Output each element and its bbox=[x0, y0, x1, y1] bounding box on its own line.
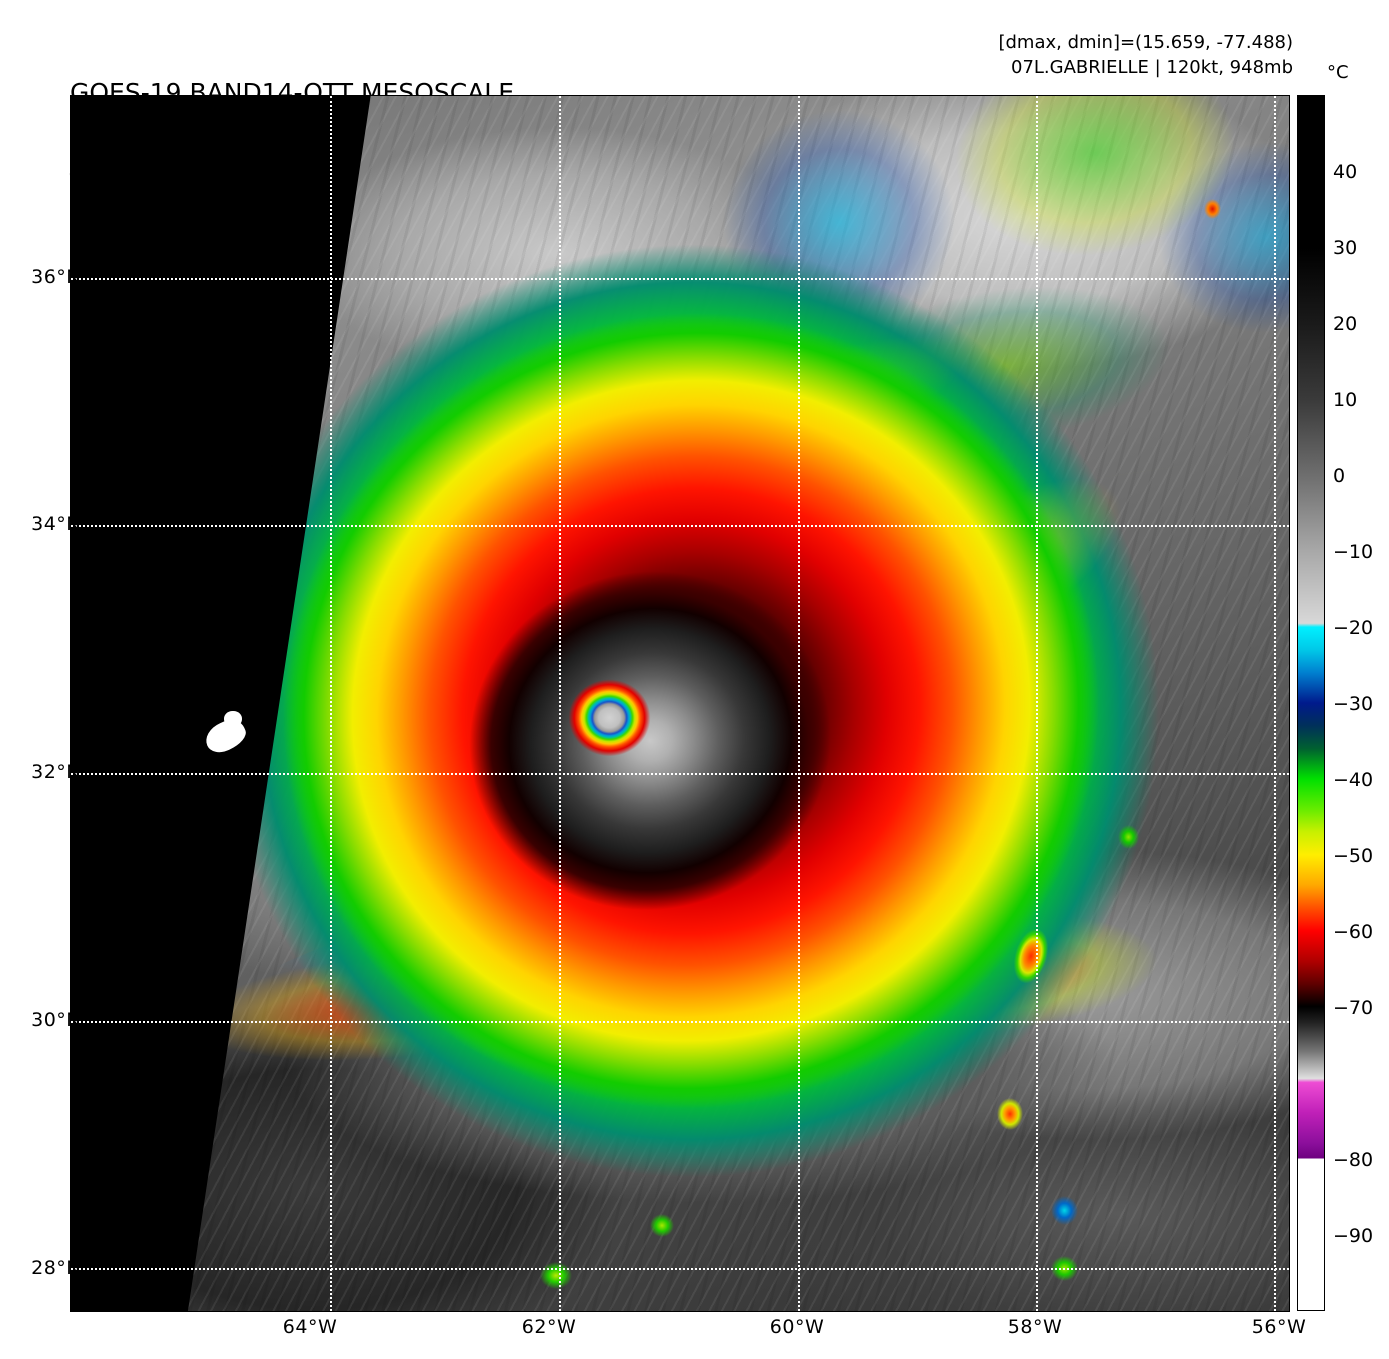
cbar-tick-neg30: −30 bbox=[1333, 693, 1374, 715]
gridline-lat-30n bbox=[71, 1020, 1289, 1023]
cbar-tick-10: 10 bbox=[1333, 389, 1358, 411]
convective-cell bbox=[1118, 825, 1140, 850]
gridline-lon-56w bbox=[1274, 96, 1277, 1311]
cbar-tick-neg20: −20 bbox=[1333, 617, 1374, 639]
cbar-tick-0: 0 bbox=[1333, 465, 1346, 487]
cbar-tick-20: 20 bbox=[1333, 313, 1358, 335]
hurricane-structure bbox=[186, 96, 1289, 1311]
lat-tick-30n: 30°N bbox=[31, 1009, 81, 1031]
data-range-label: [dmax, dmin]=(15.659, -77.488) bbox=[998, 32, 1293, 53]
convective-cell bbox=[996, 1098, 1024, 1130]
cbar-tick-neg80: −80 bbox=[1333, 1149, 1374, 1171]
convective-cell bbox=[539, 1262, 572, 1290]
metadata-block: [dmax, dmin]=(15.659, -77.488) 07L.GABRI… bbox=[998, 30, 1293, 80]
lon-tick-62w: 62°W bbox=[521, 1316, 577, 1338]
gridline-lat-36n bbox=[71, 278, 1289, 281]
colorbar bbox=[1297, 95, 1325, 1311]
gridline-lon-64w bbox=[330, 96, 333, 1311]
lon-tick-64w: 64°W bbox=[282, 1316, 338, 1338]
convective-cell bbox=[1051, 1195, 1079, 1225]
lat-tick-34n: 34°N bbox=[31, 513, 81, 535]
gridline-lat-32n bbox=[71, 772, 1289, 775]
satellite-image-plot: Copyright © 2020-2025 Dapiya bbox=[70, 95, 1290, 1312]
cbar-tick-40: 40 bbox=[1333, 161, 1358, 183]
satellite-imagery bbox=[71, 96, 1289, 1311]
lon-tick-56w: 56°W bbox=[1251, 1316, 1307, 1338]
lon-tick-60w: 60°W bbox=[769, 1316, 825, 1338]
storm-info-label: 07L.GABRIELLE | 120kt, 948mb bbox=[1011, 57, 1293, 78]
lat-tick-32n: 32°N bbox=[31, 761, 81, 783]
convective-cell bbox=[1051, 1256, 1079, 1281]
scan-coverage-region bbox=[186, 96, 1289, 1311]
gridline-lon-58w bbox=[1035, 96, 1038, 1311]
gridline-lat-34n bbox=[71, 524, 1289, 527]
gridline-lon-62w bbox=[559, 96, 562, 1311]
lat-tick-28n: 28°N bbox=[31, 1257, 81, 1279]
cbar-tick-30: 30 bbox=[1333, 237, 1358, 259]
colorbar-gradient bbox=[1298, 96, 1324, 1310]
isolated-cloud-feature-2 bbox=[224, 710, 242, 727]
cbar-tick-neg40: −40 bbox=[1333, 769, 1374, 791]
gridline-lat-28n bbox=[71, 1268, 1289, 1271]
cbar-tick-neg50: −50 bbox=[1333, 845, 1374, 867]
cbar-tick-neg70: −70 bbox=[1333, 997, 1374, 1019]
colorbar-unit-label: °C bbox=[1327, 62, 1349, 83]
lat-tick-36n: 36°N bbox=[31, 266, 81, 288]
cbar-tick-neg90: −90 bbox=[1333, 1225, 1374, 1247]
convective-cell bbox=[649, 1213, 674, 1237]
cbar-tick-neg60: −60 bbox=[1333, 921, 1374, 943]
convective-cell bbox=[1203, 199, 1221, 219]
cbar-tick-neg10: −10 bbox=[1333, 541, 1374, 563]
lon-tick-58w: 58°W bbox=[1007, 1316, 1063, 1338]
gridline-lon-60w bbox=[798, 96, 801, 1311]
hurricane-eye bbox=[568, 679, 651, 757]
product-title: GOES-19 BAND14-OTT MESOSCALE bbox=[70, 78, 515, 107]
